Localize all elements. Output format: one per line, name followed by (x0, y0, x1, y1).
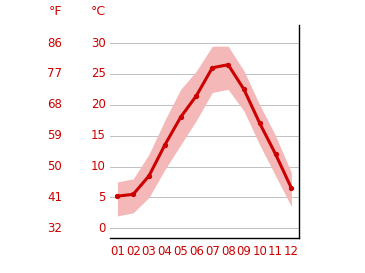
Text: 5: 5 (99, 191, 106, 204)
Text: 86: 86 (47, 37, 62, 50)
Text: °C: °C (91, 5, 106, 18)
Text: 25: 25 (91, 67, 106, 81)
Text: 50: 50 (47, 160, 62, 173)
Text: 10: 10 (91, 160, 106, 173)
Text: 59: 59 (47, 129, 62, 142)
Text: 15: 15 (91, 129, 106, 142)
Text: °F: °F (49, 5, 62, 18)
Text: 77: 77 (47, 67, 62, 81)
Text: 20: 20 (91, 98, 106, 111)
Text: 32: 32 (47, 222, 62, 235)
Text: 30: 30 (91, 37, 106, 50)
Text: 0: 0 (99, 222, 106, 235)
Text: 41: 41 (47, 191, 62, 204)
Text: 68: 68 (47, 98, 62, 111)
